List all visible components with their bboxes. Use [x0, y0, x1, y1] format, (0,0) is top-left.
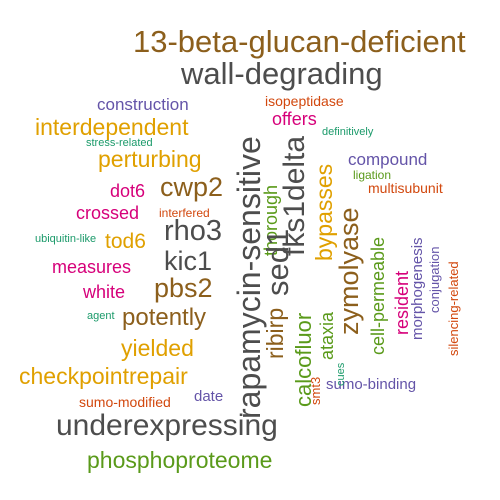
word-sed1: sed1 — [260, 228, 295, 296]
word-cues: cues — [335, 362, 347, 386]
word-conjugation: conjugation — [427, 246, 442, 314]
word-construction: construction — [97, 95, 189, 114]
word-multisubunit: multisubunit — [368, 180, 443, 196]
word-crossed: crossed — [76, 203, 140, 223]
word-interfered: interfered — [159, 206, 210, 220]
word-stress-related: stress-related — [86, 137, 153, 149]
word-rho3: rho3 — [164, 215, 223, 247]
word-date: date — [194, 388, 224, 405]
word-ribirp: ribirp — [262, 307, 288, 359]
word-sumo-binding: sumo-binding — [326, 376, 417, 393]
word-white: white — [83, 282, 126, 302]
word-cwp2: cwp2 — [160, 172, 224, 202]
word-sumo-modified: sumo-modified — [79, 394, 171, 410]
word-zymolyase: zymolyase — [334, 207, 364, 335]
word-definitively: definitively — [322, 126, 374, 138]
word-cell-permeable: cell-permeable — [368, 236, 388, 355]
word-tod6: tod6 — [105, 230, 146, 253]
word-silencing-related: silencing-related — [446, 261, 461, 356]
word-pbs2: pbs2 — [154, 273, 213, 303]
word-bypasses: bypasses — [311, 163, 337, 261]
word-13-beta-glucan-deficient: 13-beta-glucan-deficient — [133, 24, 466, 59]
word-potently: potently — [122, 304, 207, 331]
word-underexpressing: underexpressing — [56, 409, 278, 442]
word-checkpointrepair: checkpointrepair — [19, 363, 188, 389]
word-kic1: kic1 — [164, 246, 213, 276]
word-compound: compound — [348, 150, 428, 169]
word-smt3: smt3 — [308, 376, 323, 405]
word-offers: offers — [272, 109, 317, 129]
word-interdependent: interdependent — [35, 114, 189, 140]
word-ubiquitin-like: ubiquitin-like — [35, 233, 97, 245]
word-morphogenesis: morphogenesis — [409, 237, 426, 340]
word-wall-degrading: wall-degrading — [181, 56, 383, 91]
word-ligation: ligation — [353, 168, 392, 182]
word-perturbing: perturbing — [98, 146, 202, 172]
word-measures: measures — [52, 257, 132, 277]
word-dot6: dot6 — [110, 181, 146, 201]
word-ataxia: ataxia — [317, 311, 337, 360]
word-agent: agent — [87, 310, 115, 322]
word-isopeptidase: isopeptidase — [265, 93, 344, 109]
word-yielded: yielded — [121, 335, 194, 361]
word-phosphoproteome: phosphoproteome — [87, 447, 273, 473]
